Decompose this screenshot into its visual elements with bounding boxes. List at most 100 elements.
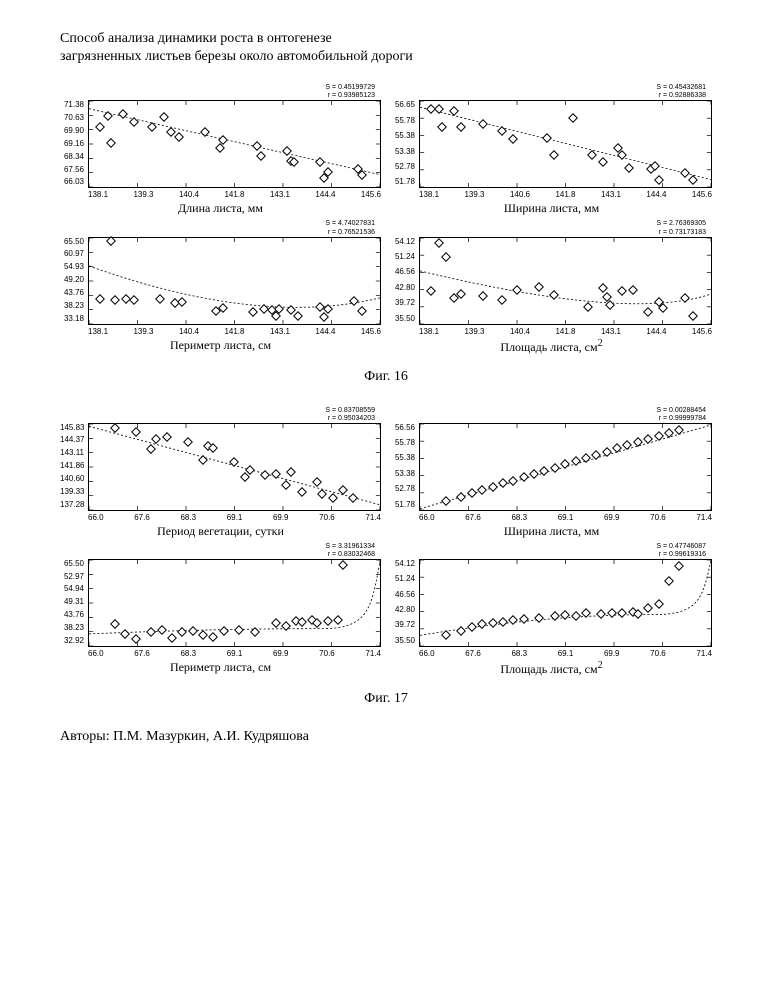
y-tick-label: 65.50 — [60, 237, 84, 246]
figure-16-grid: S = 0.45199729r = 0.9398512371.38 70.63 69… — [60, 84, 712, 354]
plot-area — [419, 423, 712, 511]
x-tick-label: 138.1 — [419, 327, 439, 336]
x-tick-label: 69.9 — [604, 649, 620, 658]
x-tick-label: 138.1 — [88, 327, 108, 336]
y-tick-label: 49.20 — [60, 275, 84, 284]
x-axis-ticks: 66.067.668.369.169.970.671.4 — [419, 513, 712, 522]
x-tick-label: 143.1 — [270, 190, 290, 199]
x-tick-label: 66.0 — [88, 513, 104, 522]
x-axis-ticks: 138.1139.3140.4141.8143.1144.4145.6 — [88, 327, 381, 336]
fit-curve — [89, 238, 380, 324]
y-tick-label: 39.72 — [391, 298, 415, 307]
y-tick-label: 139.33 — [60, 487, 84, 496]
y-tick-label: 52.78 — [391, 484, 415, 493]
x-tick-label: 66.0 — [419, 513, 435, 522]
x-tick-label: 138.1 — [88, 190, 108, 199]
x-tick-label: 141.8 — [555, 190, 575, 199]
x-tick-label: 145.6 — [692, 190, 712, 199]
chart-leaf-width: S = 0.45432681r = 0.9288633856.6555.7855… — [391, 84, 712, 216]
x-tick-label: 68.3 — [180, 513, 196, 522]
x-tick-label: 71.4 — [696, 649, 712, 658]
y-tick-label: 51.78 — [391, 177, 415, 186]
x-tick-label: 70.6 — [650, 649, 666, 658]
y-axis-ticks: 145.83144.37143.11141.86140.60139.33137.… — [60, 423, 88, 509]
x-tick-label: 67.6 — [465, 513, 481, 522]
x-tick-label: 67.6 — [134, 513, 150, 522]
x-tick-label: 139.3 — [133, 190, 153, 199]
x-tick-label: 145.6 — [361, 327, 381, 336]
y-tick-label: 60.97 — [60, 249, 84, 258]
x-axis-ticks: 66.067.668.369.169.970.671.4 — [88, 649, 381, 658]
stat-line: S = 0.47746087 — [391, 543, 706, 551]
y-tick-label: 51.24 — [391, 252, 415, 261]
x-tick-label: 138.1 — [419, 190, 439, 199]
plot-area — [419, 559, 712, 647]
chart-leaf-length: S = 0.45199729r = 0.9398512371.38 70.63 69… — [60, 84, 381, 216]
document-title: Способ анализа динамики роста в онтогене… — [60, 30, 712, 66]
y-tick-label: 52.97 — [60, 572, 84, 581]
plot-area — [419, 237, 712, 325]
stat-line: S = 4.74027831 — [60, 220, 375, 228]
stat-line: r = 0.93985123 — [60, 92, 375, 100]
x-tick-label: 69.9 — [273, 649, 289, 658]
x-tick-label: 68.3 — [511, 513, 527, 522]
chart-stats: S = 0.45199729r = 0.93985123 — [60, 84, 381, 100]
y-tick-label: 71.38 — [60, 100, 84, 109]
x-tick-label: 139.3 — [133, 327, 153, 336]
y-tick-label: 55.38 — [391, 453, 415, 462]
y-tick-label: 43.76 — [60, 288, 84, 297]
stat-line: r = 0.73173183 — [391, 229, 706, 237]
y-tick-label: 54.94 — [60, 584, 84, 593]
y-tick-label: 38.23 — [60, 623, 84, 632]
y-tick-label: 53.38 — [391, 469, 415, 478]
x-tick-label: 68.3 — [511, 649, 527, 658]
title-line-1: Способ анализа динамики роста в онтогене… — [60, 31, 332, 46]
y-axis-ticks: 56.5655.7855.3853.3852.7851.78 — [391, 423, 419, 509]
y-tick-label: 69.16 — [60, 139, 84, 148]
chart-stats: S = 2.76369305r = 0.73173183 — [391, 220, 712, 236]
chart-vegetation-period: S = 0.83708559r = 0.95034203145.83144.37… — [60, 407, 381, 539]
stat-line: S = 0.45199729 — [60, 84, 375, 92]
y-tick-label: 56.65 — [391, 100, 415, 109]
x-tick-label: 139.3 — [464, 327, 484, 336]
stat-line: r = 0.83032468 — [60, 551, 375, 559]
y-tick-label: 70.63 — [60, 113, 84, 122]
x-axis-label-sup: 2 — [598, 660, 603, 671]
y-axis-ticks: 71.3870.6369.9069.1668.3467.5666.03 — [60, 100, 88, 186]
plot-area — [88, 423, 381, 511]
x-tick-label: 69.9 — [604, 513, 620, 522]
chart-leaf-perimeter: S = 4.74027831r = 0.7652153665.5060.9754… — [60, 220, 381, 354]
x-tick-label: 141.8 — [224, 190, 244, 199]
x-tick-label: 69.1 — [558, 513, 574, 522]
y-tick-label: 32.92 — [60, 636, 84, 645]
y-tick-label: 137.28 — [60, 500, 84, 509]
stat-line: r = 0.95034203 — [60, 415, 375, 423]
y-tick-label: 46.56 — [391, 267, 415, 276]
figure-17-caption: Фиг. 17 — [60, 691, 712, 707]
x-axis-label: Ширина листа, мм — [391, 201, 712, 216]
stat-line: S = 0.00288454 — [391, 407, 706, 415]
stat-line: r = 0.99619316 — [391, 551, 706, 559]
y-axis-ticks: 65.5060.9754.9349.2043.7638.2333.18 — [60, 237, 88, 323]
x-tick-label: 141.8 — [224, 327, 244, 336]
authors-line: Авторы: П.М. Мазуркин, А.И. Кудряшова — [60, 729, 712, 745]
x-axis-label: Период вегетации, сутки — [60, 524, 381, 539]
y-tick-label: 51.78 — [391, 500, 415, 509]
stat-line: r = 0.76521536 — [60, 229, 375, 237]
y-tick-label: 66.03 — [60, 177, 84, 186]
y-tick-label: 67.56 — [60, 165, 84, 174]
chart-leaf-perimeter-2: S = 3.31961334r = 0.8303246865.5052.9754… — [60, 543, 381, 677]
stat-line: r = 0.92886338 — [391, 92, 706, 100]
y-tick-label: 144.37 — [60, 435, 84, 444]
fit-curve — [89, 560, 380, 646]
y-tick-label: 55.78 — [391, 116, 415, 125]
y-tick-label: 53.38 — [391, 147, 415, 156]
x-tick-label: 143.1 — [601, 190, 621, 199]
x-tick-label: 70.6 — [319, 649, 335, 658]
x-axis-label-sup: 2 — [598, 338, 603, 349]
x-tick-label: 144.4 — [315, 327, 335, 336]
x-tick-label: 145.6 — [692, 327, 712, 336]
plot-area — [88, 100, 381, 188]
y-tick-label: 46.56 — [391, 590, 415, 599]
x-tick-label: 69.9 — [273, 513, 289, 522]
